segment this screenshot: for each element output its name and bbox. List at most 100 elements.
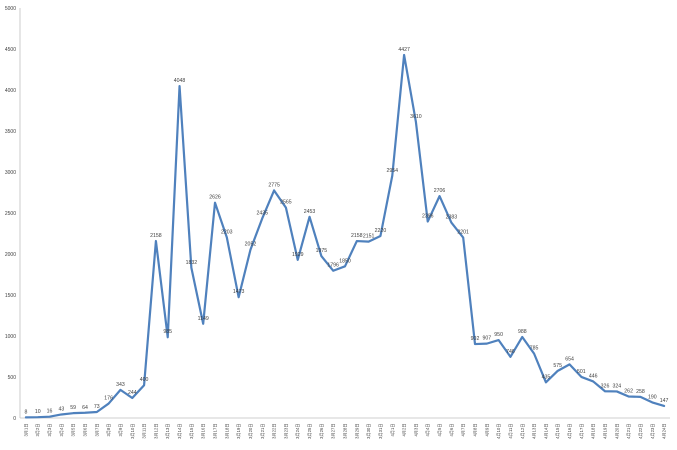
x-tick-label: 3月26日	[319, 424, 325, 439]
x-tick-label: 3月30日	[366, 424, 372, 439]
data-label: 2706	[434, 188, 446, 194]
x-tick-label: 4月5日	[437, 424, 443, 437]
x-tick-label: 4月19日	[603, 424, 609, 439]
y-tick-label: 0	[13, 416, 16, 422]
data-label: 2626	[209, 195, 221, 201]
data-label: 950	[494, 332, 503, 338]
data-label: 16	[47, 409, 53, 415]
x-tick-label: 4月12日	[520, 424, 526, 439]
series-layer	[26, 55, 664, 417]
data-label: 501	[577, 369, 586, 375]
data-label: 446	[589, 373, 598, 379]
data-label: 1149	[198, 316, 209, 322]
y-tick-label: 3500	[5, 129, 16, 135]
y-tick-label: 4500	[5, 47, 16, 53]
x-tick-label: 3月20日	[248, 424, 254, 439]
x-tick-label: 4月21日	[626, 424, 632, 439]
x-tick-label: 3月31日	[378, 424, 384, 439]
y-tick-label: 2000	[5, 252, 16, 258]
x-tick-label: 3月18日	[224, 424, 230, 439]
x-tick-label: 3月23日	[283, 424, 289, 439]
data-label: 2396	[422, 214, 434, 220]
x-tick-label: 4月2日	[402, 424, 408, 437]
x-tick-label: 4月18日	[591, 424, 597, 439]
data-label: 244	[128, 390, 137, 396]
x-tick-label: 3月13日	[165, 424, 171, 439]
data-label: 73	[94, 404, 100, 410]
series-line	[26, 55, 664, 417]
data-label: 4427	[398, 47, 410, 53]
x-tick-label: 4月17日	[579, 424, 585, 439]
data-label: 2453	[304, 209, 316, 215]
x-tick-label: 4月14日	[543, 424, 549, 439]
data-label: 1473	[233, 289, 245, 295]
data-label: 262	[624, 389, 633, 395]
data-label: 1832	[186, 260, 198, 266]
x-tick-label: 3月14日	[177, 424, 183, 439]
x-tick-label: 4月3日	[413, 424, 419, 437]
x-tick-label: 3月11日	[142, 424, 148, 439]
data-label: 147	[660, 398, 669, 404]
x-tick-label: 4月4日	[425, 424, 431, 437]
data-label: 190	[648, 394, 657, 400]
data-label: 2158	[351, 233, 363, 239]
y-tick-label: 3000	[5, 170, 16, 176]
x-tick-label: 3月10日	[130, 424, 136, 439]
x-tick-label: 4月16日	[567, 424, 573, 439]
x-tick-label: 4月15日	[555, 424, 561, 439]
y-tick-label: 5000	[5, 6, 16, 12]
data-label: 785	[530, 346, 539, 352]
data-label: 258	[636, 389, 645, 395]
data-label: 2954	[386, 168, 398, 174]
x-tick-label: 3月21日	[260, 424, 266, 439]
x-tick-label: 4月11日	[508, 424, 514, 439]
data-label: 1796	[327, 263, 339, 269]
data-label: 1975	[316, 248, 328, 254]
data-label: 64	[82, 405, 88, 411]
x-tick-label: 3月6日	[83, 424, 89, 437]
x-tick-label: 3月25日	[307, 424, 313, 439]
data-label: 2052	[245, 242, 257, 248]
x-tick-label: 4月8日	[473, 424, 479, 437]
x-tick-label: 3月29日	[354, 424, 360, 439]
x-tick-label: 4月7日	[461, 424, 467, 437]
x-tick-label: 4月22日	[638, 424, 644, 439]
x-tick-label: 4月20日	[614, 424, 620, 439]
data-label: 2158	[150, 233, 162, 239]
data-label: 746	[506, 349, 515, 355]
data-label: 988	[518, 329, 527, 335]
y-tick-label: 1000	[5, 334, 16, 340]
y-tick-label: 2500	[5, 211, 16, 217]
data-label: 2775	[268, 182, 280, 188]
data-label: 2151	[363, 234, 375, 240]
data-label: 3610	[410, 114, 422, 120]
data-label: 43	[58, 406, 64, 412]
x-tick-label: 3月3日	[47, 424, 53, 437]
data-label: 1929	[292, 252, 304, 258]
data-label: 4048	[174, 78, 186, 84]
data-label: 907	[482, 336, 491, 342]
x-tick-label: 4月1日	[390, 424, 396, 437]
data-label: 654	[565, 356, 574, 362]
data-label: 343	[116, 382, 125, 388]
x-tick-label: 3月17日	[213, 424, 219, 439]
data-label: 2383	[446, 215, 458, 221]
y-tick-label: 4000	[5, 88, 16, 94]
data-label: 435	[542, 374, 551, 380]
x-tick-label: 3月9日	[118, 424, 124, 437]
x-tick-label: 3月8日	[106, 424, 112, 437]
data-label: 902	[471, 336, 480, 342]
x-tick-label: 3月2日	[35, 424, 41, 437]
x-tick-label: 4月9日	[484, 424, 490, 437]
x-tick-label: 3月1日	[23, 424, 29, 437]
data-label: 2565	[280, 200, 292, 206]
x-tick-label: 3月19日	[236, 424, 242, 439]
x-tick-label: 3月4日	[59, 424, 65, 437]
data-label: 2220	[375, 228, 387, 234]
x-tick-label: 3月28日	[343, 424, 349, 439]
data-label: 2203	[221, 229, 233, 235]
